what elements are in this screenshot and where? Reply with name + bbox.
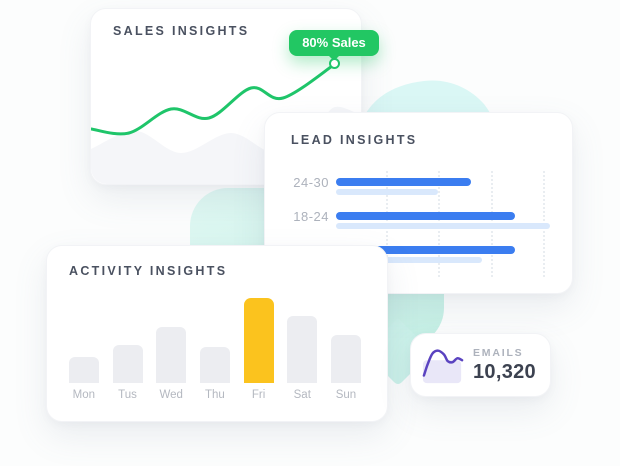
day-label-fri: Fri [251,389,266,401]
activity-bar-sat [287,316,318,383]
activity-bar-slot [324,335,368,383]
activity-bar-slot [237,298,281,383]
activity-bar-mon [68,357,99,383]
activity-bar-chart [62,246,368,383]
activity-bar-wed [156,327,187,383]
emails-label: EMAILS [473,346,524,359]
activity-bar-fri [243,298,274,383]
activity-bar-slot [280,316,324,383]
activity-bar-slot [106,345,150,383]
day-label-mon: Mon [72,389,96,401]
lead-bar-primary [336,246,515,254]
activity-bar-sun [330,335,361,383]
line-endpoint-dot [329,58,340,69]
sales-trend-line [91,62,337,136]
activity-bar-slot [193,347,237,383]
emails-value: 10,320 [473,360,536,383]
emails-stat-text: EMAILS 10,320 [473,347,536,384]
activity-bar-tus [112,345,143,383]
day-label-tus: Tus [118,389,137,401]
lead-row-label: 18-24 [293,209,329,224]
emails-stat-card: EMAILS 10,320 [410,333,551,397]
lead-row-label: 24-30 [293,175,329,190]
lead-bar-secondary [336,257,482,263]
wave-icon-fill [422,360,462,384]
sales-percentage-badge: 80% Sales [289,30,379,61]
activity-insights-card: ACTIVITY INSIGHTS Mon Tus Wed Thu Fri Sat Sun [46,245,388,422]
lead-card-title: LEAD INSIGHTS [291,133,418,147]
day-label-sun: Sun [335,389,357,401]
lead-bar-secondary [336,223,550,229]
activity-card-title: ACTIVITY INSIGHTS [69,264,228,278]
activity-bar-slot [62,357,106,383]
activity-bar-thu [199,347,230,383]
activity-bar-slot [149,327,193,383]
day-label-wed: Wed [159,389,183,401]
email-wave-icon [422,349,464,384]
lead-bar-secondary [336,189,438,195]
blob-top-hump [366,80,490,113]
day-label-sat: Sat [293,389,311,401]
sales-card-title: SALES INSIGHTS [113,24,250,38]
lead-bar-primary [336,212,515,220]
lead-bar-primary [336,178,471,186]
day-label-thu: Thu [204,389,225,401]
wave-icon-line [422,349,464,377]
activity-day-labels: Mon Tus Wed Thu Fri Sat Sun [62,389,368,401]
